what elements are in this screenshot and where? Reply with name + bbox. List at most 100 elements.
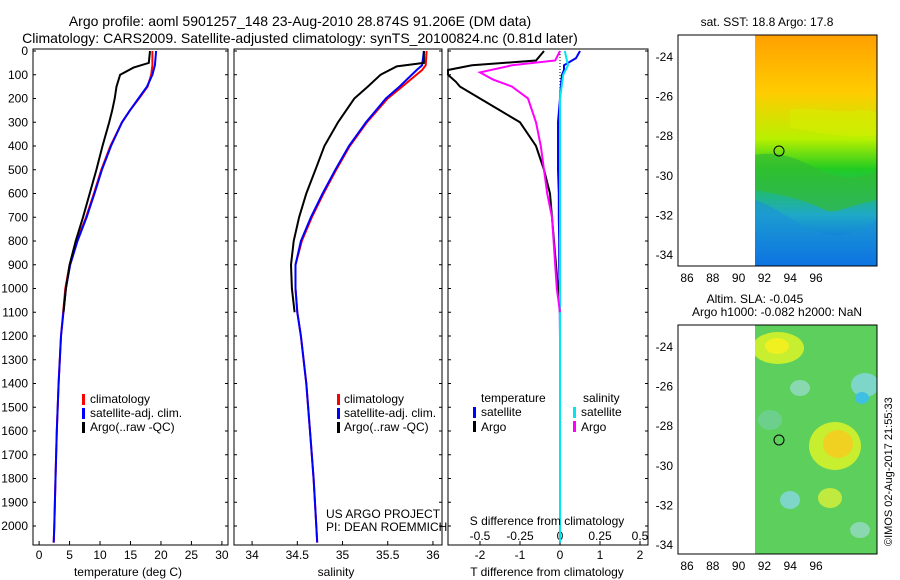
sla-map-title-1: Altim. SLA: -0.045: [707, 292, 804, 306]
legend-label-climatology: climatology: [90, 392, 150, 406]
depth-tick-label: 1000: [1, 282, 28, 296]
salinity-xlabel: salinity: [318, 565, 355, 579]
t-diff-tick-label: -1: [515, 548, 526, 562]
sst-map-title: sat. SST: 18.8 Argo: 17.8: [701, 15, 834, 29]
legend-label-s-satellite: satellite: [581, 405, 622, 419]
sst-map-xtick-label: 88: [706, 271, 720, 285]
temperature-climatology-line: [52, 51, 154, 543]
depth-tick-label: 300: [8, 115, 28, 129]
x-tick-label: 36: [426, 548, 440, 562]
sla-map-ytick-label: -32: [656, 498, 674, 512]
depth-tick-label: 900: [8, 258, 28, 272]
sla-map-xtick-label: 94: [784, 559, 798, 573]
temperature-satellite-line: [52, 50, 158, 543]
salinity-legend: climatology satellite-adj. clim. Argo(..…: [337, 392, 436, 434]
sla-map-title-2: Argo h1000: -0.082 h2000: NaN: [692, 305, 862, 319]
temperature-legend: climatology satellite-adj. clim. Argo(..…: [82, 392, 182, 434]
sst-map-ytick-label: -34: [656, 248, 674, 262]
t-diff-satellite-line: [557, 50, 581, 543]
sst-map-xtick-label: 94: [784, 271, 798, 285]
sst-map-ytick-label: -28: [656, 129, 674, 143]
t-diff-tick-label: 2: [637, 548, 644, 562]
s-diff-satellite-line: [559, 50, 570, 543]
temperature-xlabel: temperature (deg C): [74, 565, 182, 579]
x-tick-label: 34: [245, 548, 259, 562]
sla-map-xtick-label: 96: [809, 559, 823, 573]
depth-tick-label: 800: [8, 234, 28, 248]
sla-map-border: [677, 324, 878, 555]
depth-tick-label: 1900: [1, 495, 28, 509]
sla-map-xtick-label: 90: [732, 559, 746, 573]
difference-xlabel-top: S difference from climatology: [470, 514, 625, 528]
depth-tick-label: 1300: [1, 353, 28, 367]
s-diff-tick-label: 0.25: [588, 529, 612, 543]
t-diff-tick-label: 0: [557, 548, 564, 562]
s-diff-tick-label: 0.5: [632, 529, 649, 543]
sst-map-xtick-label: 90: [732, 271, 746, 285]
difference-xlabel: T difference from climatology: [470, 565, 624, 579]
legend-swatch-satellite: [337, 408, 340, 419]
legend-swatch-t-argo: [473, 421, 476, 432]
pi-annotation: PI: DEAN ROEMMICH: [326, 520, 447, 534]
sla-map-ytick-label: -30: [656, 459, 674, 473]
sla-map-ytick-label: -28: [656, 419, 674, 433]
s-diff-tick-label: -0.5: [470, 529, 491, 543]
legend-label-climatology: climatology: [344, 392, 404, 406]
sla-map-image: [755, 325, 877, 554]
t-diff-tick-label: -2: [475, 548, 486, 562]
x-tick-label: 5: [66, 548, 73, 562]
salinity-climatology-line: [294, 50, 428, 543]
depth-tick-label: 100: [8, 68, 28, 82]
sst-map-ytick-label: -26: [656, 90, 674, 104]
difference-legend: temperature satellite Argo salinity sate…: [473, 391, 622, 434]
legend-label-argo: Argo(..raw -QC): [344, 420, 429, 434]
s-diff-tick-label: -0.25: [506, 529, 534, 543]
depth-tick-label: 600: [8, 187, 28, 201]
sla-map-xtick-label: 92: [758, 559, 772, 573]
depth-tick-label: 1400: [1, 377, 28, 391]
legend-label-t-argo: Argo: [481, 420, 507, 434]
title-line-2: Climatology: CARS2009. Satellite-adjuste…: [22, 30, 578, 46]
legend-swatch-argo: [82, 422, 85, 433]
sst-map-ytick-label: -24: [656, 50, 674, 64]
x-tick-label: 20: [154, 548, 168, 562]
sst-map-ytick-label: -30: [656, 169, 674, 183]
x-tick-label: 30: [215, 548, 229, 562]
x-tick-label: 35.5: [376, 548, 400, 562]
x-tick-label: 35: [336, 548, 350, 562]
title-line-1: Argo profile: aoml 5901257_148 23-Aug-20…: [69, 13, 531, 29]
argo-float-marker-sst: [773, 145, 785, 157]
sst-map-xtick-label: 86: [680, 271, 694, 285]
legend-label-t-satellite: satellite: [481, 405, 522, 419]
legend-heading-temperature: temperature: [481, 391, 546, 405]
imos-timestamp: ©IMOS 02-Aug-2017 21:55:33: [883, 397, 895, 546]
x-tick-label: 34.5: [286, 548, 310, 562]
temperature-argo-line: [62, 50, 151, 313]
legend-heading-salinity: salinity: [583, 391, 620, 405]
x-tick-label: 25: [185, 548, 199, 562]
legend-swatch-climatology: [337, 394, 340, 405]
depth-tick-label: 500: [8, 163, 28, 177]
legend-swatch-s-satellite: [573, 407, 576, 418]
depth-tick-label: 1100: [2, 305, 28, 319]
sst-map-image: [755, 35, 877, 266]
salinity-panel: [233, 48, 443, 546]
s-diff-argo-line: [477, 50, 561, 313]
salinity-argo-line: [289, 51, 425, 313]
depth-tick-label: 0: [21, 44, 28, 58]
depth-tick-label: 1500: [1, 400, 28, 414]
x-tick-label: 10: [93, 548, 107, 562]
depth-tick-label: 1800: [1, 472, 28, 486]
salinity-satellite-line: [294, 50, 425, 543]
t-diff-tick-label: 1: [597, 548, 604, 562]
depth-tick-label: 400: [8, 139, 28, 153]
sla-map-ytick-label: -34: [656, 538, 674, 552]
sla-map-ytick-label: -26: [656, 380, 674, 394]
difference-panel: [447, 48, 649, 546]
x-tick-label: 0: [36, 548, 43, 562]
depth-tick-label: 2000: [1, 519, 28, 533]
project-annotation: US ARGO PROJECT: [326, 507, 441, 521]
sst-map-ytick-label: -32: [656, 208, 674, 222]
depth-tick-label: 1600: [1, 424, 28, 438]
